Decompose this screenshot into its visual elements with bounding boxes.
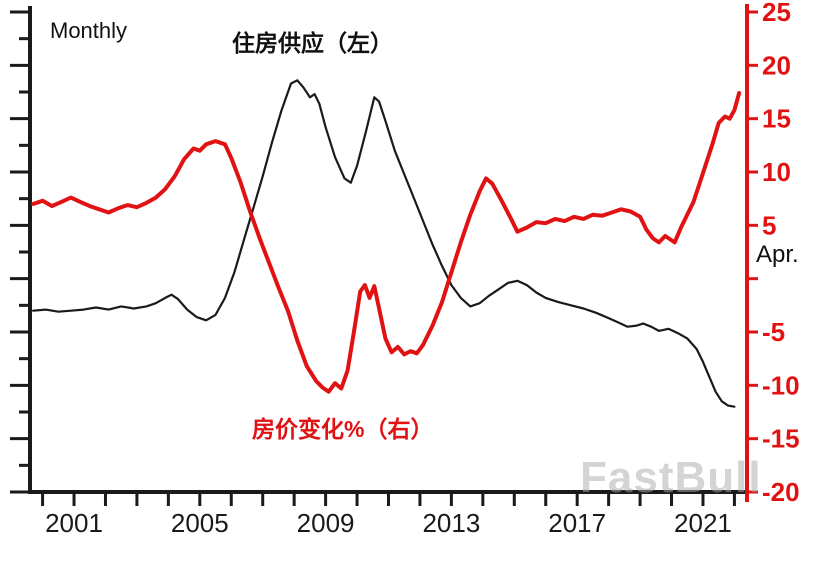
right-axis-label: 25	[762, 0, 791, 27]
x-axis-label: 2005	[171, 508, 229, 538]
series-label-housing-supply: 住房供应（左）	[232, 30, 393, 56]
right-axis-label: 5	[762, 210, 776, 240]
x-axis-label: 2001	[45, 508, 103, 538]
frequency-label: Monthly	[50, 18, 128, 43]
x-axis-label: 2013	[422, 508, 480, 538]
series-line-price-change	[31, 91, 742, 394]
latest-point-label: Apr.	[756, 241, 799, 269]
series-line-housing-supply	[31, 79, 736, 408]
right-axis-label: 20	[762, 50, 791, 80]
right-axis-label: 15	[762, 104, 791, 134]
series-label-price-change: 房价变化%（右）	[252, 416, 434, 442]
x-axis-label: 2017	[548, 508, 606, 538]
right-axis-label: -20	[762, 477, 800, 507]
right-axis-label: -5	[762, 317, 785, 347]
right-axis-label: -10	[762, 370, 800, 400]
x-axis-label: 2021	[674, 508, 732, 538]
x-axis-label: 2009	[297, 508, 355, 538]
right-axis-label: 10	[762, 157, 791, 187]
right-axis-label: -15	[762, 424, 800, 454]
watermark: FastBull	[580, 453, 762, 502]
